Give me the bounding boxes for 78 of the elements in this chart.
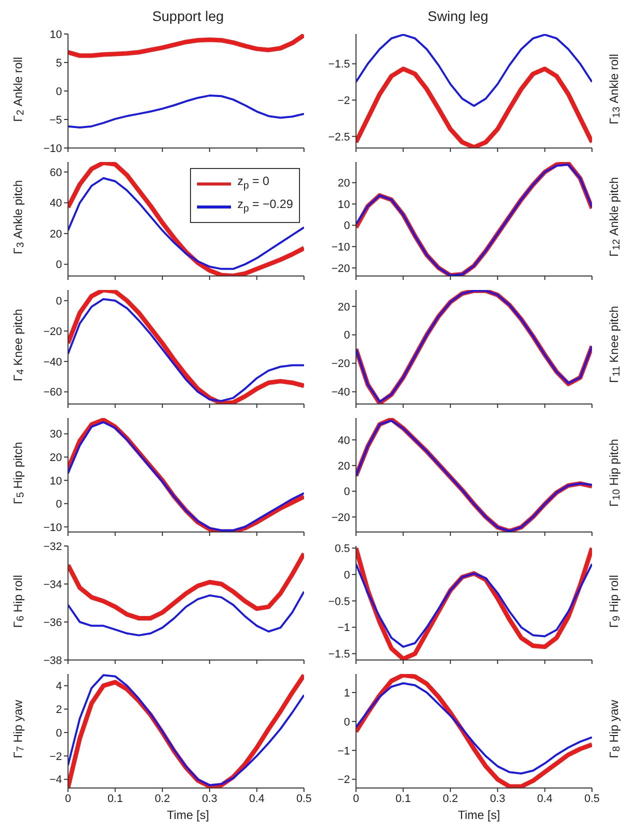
chart-title: Support leg bbox=[152, 8, 224, 24]
x-tick-label: 0 bbox=[352, 792, 360, 805]
y-tick-label: −5 bbox=[49, 114, 62, 126]
chart-title: Swing leg bbox=[428, 8, 488, 24]
x-tick-label: 0.2 bbox=[442, 792, 458, 805]
line-series bbox=[356, 562, 592, 648]
y-tick-label: 0 bbox=[56, 727, 62, 740]
x-tick-label: 0.1 bbox=[108, 792, 123, 805]
y-tick-label: −60 bbox=[43, 386, 62, 399]
y-tick-label: 0 bbox=[56, 296, 62, 308]
line-series bbox=[68, 177, 304, 270]
y-tick-label: 60 bbox=[50, 166, 62, 179]
x-tick-label: 0.1 bbox=[396, 792, 411, 805]
y-tick-label: −10 bbox=[43, 142, 62, 155]
y-tick-label: 10 bbox=[50, 28, 62, 41]
y-tick-label: −2 bbox=[49, 750, 62, 763]
line-series bbox=[68, 551, 304, 620]
y-tick-label: −32 bbox=[43, 540, 62, 553]
y-tick-label: −36 bbox=[43, 616, 62, 629]
y-tick-label: −2 bbox=[337, 94, 350, 107]
y-tick-label: −20 bbox=[43, 326, 62, 338]
y-tick-label: 0 bbox=[56, 259, 62, 272]
y-tick-label: −40 bbox=[331, 386, 350, 399]
line-series bbox=[68, 34, 304, 58]
y-tick-label: 20 bbox=[338, 301, 350, 314]
y-tick-label: 5 bbox=[56, 57, 62, 70]
y-tick-label: −20 bbox=[331, 262, 350, 275]
y-tick-label: −20 bbox=[331, 512, 350, 524]
y-tick-label: 20 bbox=[338, 460, 350, 472]
y-tick-label: 0 bbox=[56, 86, 62, 98]
y-tick-label: 20 bbox=[50, 452, 62, 464]
x-axis-title: Time [s] bbox=[166, 808, 210, 822]
y-tick-label: 0 bbox=[344, 569, 350, 582]
y-tick-label: 1 bbox=[344, 687, 350, 700]
y-tick-label: 0 bbox=[344, 330, 350, 342]
y-tick-label: −1.5 bbox=[328, 648, 350, 661]
y-tick-label: −4 bbox=[49, 774, 62, 786]
y-tick-label: −1 bbox=[337, 745, 350, 758]
y-tick-label: 10 bbox=[50, 475, 62, 488]
y-tick-label: −1 bbox=[337, 622, 350, 634]
x-tick-label: 0.5 bbox=[584, 792, 600, 805]
y-tick-label: −2.5 bbox=[328, 131, 350, 144]
y-tick-label: −38 bbox=[43, 654, 62, 667]
x-tick-label: 0.5 bbox=[296, 792, 312, 805]
y-tick-label: −40 bbox=[43, 356, 62, 368]
line-series bbox=[356, 34, 592, 107]
y-tick-label: −20 bbox=[331, 358, 350, 370]
y-tick-label: 0.5 bbox=[334, 543, 350, 556]
y-tick-label: 2 bbox=[56, 704, 62, 716]
y-tick-label: −1.5 bbox=[328, 58, 350, 71]
x-tick-label: 0.3 bbox=[202, 792, 218, 805]
y-tick-label: −10 bbox=[331, 242, 350, 254]
y-tick-label: 4 bbox=[56, 680, 62, 693]
legend-label: z$_{p}$ = −0.29 bbox=[237, 197, 293, 215]
y-tick-label: 0 bbox=[56, 498, 62, 511]
line-series bbox=[356, 682, 592, 775]
y-tick-label: 30 bbox=[50, 428, 62, 441]
y-tick-label: −34 bbox=[43, 578, 62, 591]
y-tick-label: 20 bbox=[50, 228, 62, 240]
y-tick-label: 0 bbox=[344, 486, 350, 498]
y-tick-label: 40 bbox=[338, 434, 350, 447]
line-series bbox=[68, 590, 304, 636]
y-tick-label: 0 bbox=[344, 716, 350, 728]
y-tick-label: −2 bbox=[337, 774, 350, 786]
y-tick-label: −0.5 bbox=[328, 596, 350, 608]
x-tick-label: 0 bbox=[64, 792, 72, 805]
legend-label: z$_{p}$ = 0 bbox=[237, 174, 270, 192]
x-tick-label: 0.4 bbox=[249, 792, 264, 805]
y-tick-label: 0 bbox=[344, 220, 350, 232]
y-tick-label: 10 bbox=[338, 198, 350, 211]
y-tick-label: 40 bbox=[50, 198, 62, 210]
x-tick-label: 0.4 bbox=[537, 792, 552, 805]
x-tick-label: 0.2 bbox=[154, 792, 170, 805]
y-tick-label: 20 bbox=[338, 178, 350, 190]
x-tick-label: 0.3 bbox=[490, 792, 506, 805]
y-tick-label: −10 bbox=[43, 522, 62, 534]
line-series bbox=[68, 94, 304, 128]
x-axis-title: Time [s] bbox=[458, 808, 500, 822]
